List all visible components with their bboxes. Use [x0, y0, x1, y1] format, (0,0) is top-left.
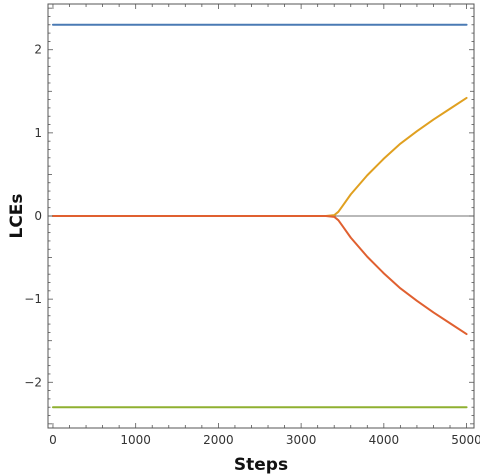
series-line-3 [51, 215, 468, 336]
y-axis-title: LCEs [7, 193, 27, 238]
series-layer [51, 23, 468, 409]
y-tick-label: 0 [34, 209, 42, 223]
x-tick-label: 5000 [451, 433, 480, 447]
x-tick-label: 2000 [203, 433, 234, 447]
y-tick-label: −2 [24, 375, 42, 389]
y-tick-label: 2 [34, 43, 42, 57]
y-tick-label: 1 [34, 126, 42, 140]
y-tick-label: −1 [24, 292, 42, 306]
x-axis-ticks: 0 1000 2000 3000 4000 5000 [49, 4, 480, 447]
x-tick-label: 1000 [120, 433, 151, 447]
y-axis-ticks: −2 −1 0 1 2 [24, 7, 474, 425]
x-tick-label: 4000 [369, 433, 400, 447]
x-tick-label: 0 [49, 433, 57, 447]
x-tick-label: 3000 [286, 433, 317, 447]
x-axis-title: Steps [234, 455, 288, 475]
series-line-2 [51, 96, 468, 217]
